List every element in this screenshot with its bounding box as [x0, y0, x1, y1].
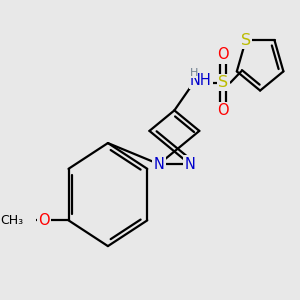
Text: O: O [218, 47, 229, 62]
Text: NH: NH [190, 73, 212, 88]
Text: S: S [218, 75, 228, 90]
Text: S: S [241, 33, 251, 48]
Text: O: O [38, 213, 50, 228]
Text: N: N [184, 157, 195, 172]
Text: H: H [189, 68, 198, 78]
Text: CH₃: CH₃ [0, 214, 23, 227]
Text: O: O [218, 103, 229, 118]
Text: N: N [154, 157, 164, 172]
